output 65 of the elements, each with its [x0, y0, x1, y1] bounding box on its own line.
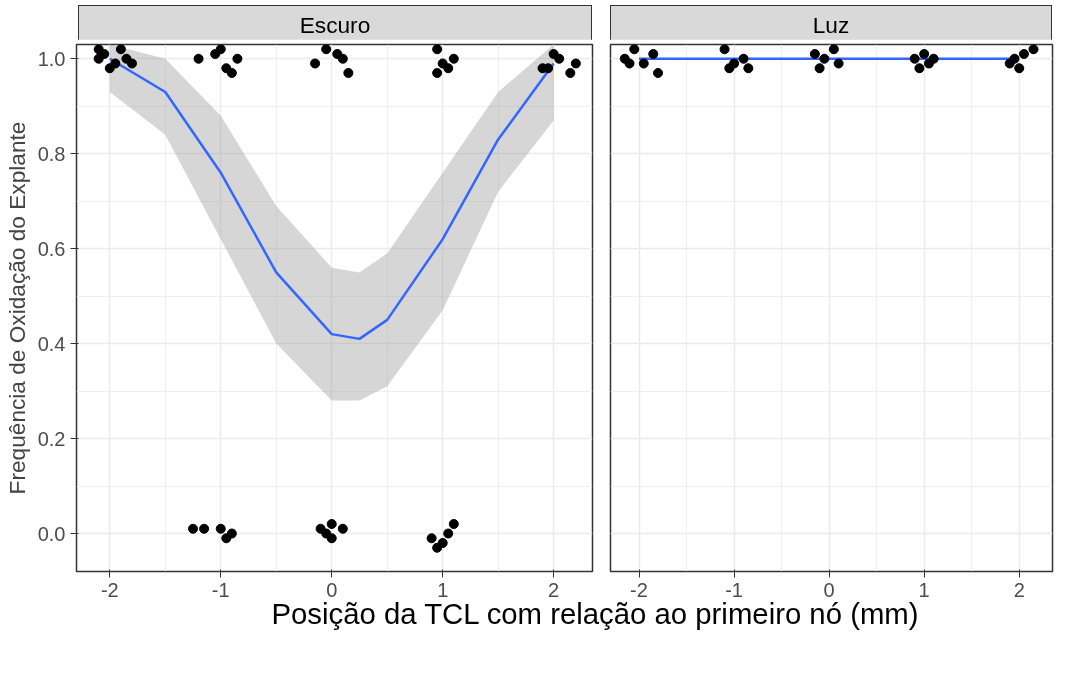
- chart-title: Escuro: [299, 11, 371, 40]
- y-tick-label: 0.4: [37, 332, 66, 355]
- point: [914, 63, 925, 74]
- point: [193, 53, 204, 64]
- point: [548, 49, 559, 59]
- point: [321, 528, 332, 539]
- chart-title: Luz: [812, 11, 850, 40]
- point: [828, 44, 839, 55]
- y-tick-label: 0.8: [37, 142, 66, 165]
- point: [448, 519, 459, 530]
- point: [648, 49, 659, 59]
- point: [833, 58, 844, 69]
- point: [215, 44, 226, 55]
- y-tick-label: 1.0: [37, 47, 66, 70]
- x-tick-label: 1: [918, 578, 930, 601]
- point: [321, 44, 332, 55]
- x-tick-label: -1: [211, 578, 230, 601]
- point: [310, 58, 321, 69]
- point: [337, 523, 348, 534]
- point: [443, 63, 454, 74]
- y-tick-label: 0.0: [37, 522, 66, 545]
- point: [809, 49, 820, 59]
- x-tick-label: 2: [1013, 578, 1025, 601]
- point: [624, 58, 635, 69]
- point: [909, 53, 920, 64]
- point: [432, 68, 443, 78]
- point: [1004, 58, 1015, 69]
- point: [923, 58, 934, 69]
- point: [215, 523, 226, 534]
- point: [432, 44, 443, 55]
- point: [232, 53, 243, 64]
- point: [743, 63, 754, 74]
- point: [104, 63, 115, 74]
- point: [426, 533, 437, 544]
- point: [638, 58, 649, 69]
- point: [115, 44, 126, 55]
- point: [432, 542, 443, 553]
- point: [332, 49, 343, 59]
- point: [226, 528, 237, 539]
- point: [326, 519, 337, 530]
- point: [819, 53, 830, 64]
- point: [1018, 49, 1029, 59]
- point: [565, 68, 576, 78]
- point: [1028, 44, 1039, 55]
- point: [724, 63, 735, 74]
- point: [814, 63, 825, 74]
- point: [443, 528, 454, 539]
- point: [343, 68, 354, 78]
- point: [653, 68, 664, 78]
- point: [719, 44, 730, 55]
- y-tick-label: 0.6: [37, 237, 66, 260]
- y-axis-title: Frequência de Oxidação do Explante: [3, 121, 30, 495]
- point: [919, 49, 930, 59]
- point: [629, 44, 640, 55]
- point: [570, 58, 581, 69]
- y-tick-label: 0.2: [37, 427, 66, 450]
- point: [199, 523, 210, 534]
- point: [226, 68, 237, 78]
- point: [93, 44, 104, 55]
- point: [1014, 63, 1025, 74]
- point: [188, 523, 199, 534]
- point: [126, 58, 137, 69]
- point: [448, 53, 459, 64]
- x-tick-label: -2: [100, 578, 119, 601]
- point: [738, 53, 749, 64]
